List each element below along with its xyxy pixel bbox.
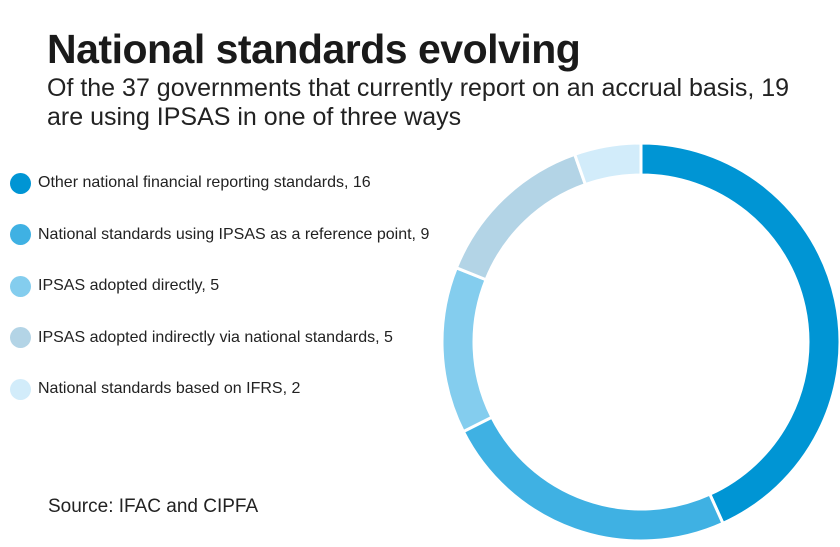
legend-item: IPSAS adopted indirectly via national st… xyxy=(10,325,450,351)
donut-slice xyxy=(461,415,725,540)
legend-item: National standards using IPSAS as a refe… xyxy=(10,222,450,248)
source-note: Source: IFAC and CIPFA xyxy=(48,496,259,517)
legend-label: IPSAS adopted directly, 5 xyxy=(38,277,220,294)
legend-swatch xyxy=(10,224,31,245)
legend-item: Other national financial reporting stand… xyxy=(10,170,450,196)
legend-item: IPSAS adopted directly, 5 xyxy=(10,273,450,299)
legend-label: National standards based on IFRS, 2 xyxy=(38,380,301,397)
chart-subtitle: Of the 37 governments that currently rep… xyxy=(47,74,790,131)
legend: Other national financial reporting stand… xyxy=(10,170,450,428)
chart-title: National standards evolving xyxy=(47,26,581,72)
legend-label: National standards using IPSAS as a refe… xyxy=(38,225,430,243)
legend-label: Other national financial reporting stand… xyxy=(38,174,371,191)
legend-label: IPSAS adopted indirectly via national st… xyxy=(38,328,393,346)
donut-slice xyxy=(454,152,588,282)
legend-swatch xyxy=(10,378,31,400)
legend-swatch xyxy=(10,327,31,348)
legend-swatch xyxy=(10,275,31,297)
donut-slice xyxy=(639,141,840,526)
donut-chart xyxy=(440,141,840,540)
donut-slice xyxy=(440,265,494,434)
donut-slice xyxy=(572,141,643,187)
legend-item: National standards based on IFRS, 2 xyxy=(10,376,450,402)
legend-swatch xyxy=(10,172,31,194)
